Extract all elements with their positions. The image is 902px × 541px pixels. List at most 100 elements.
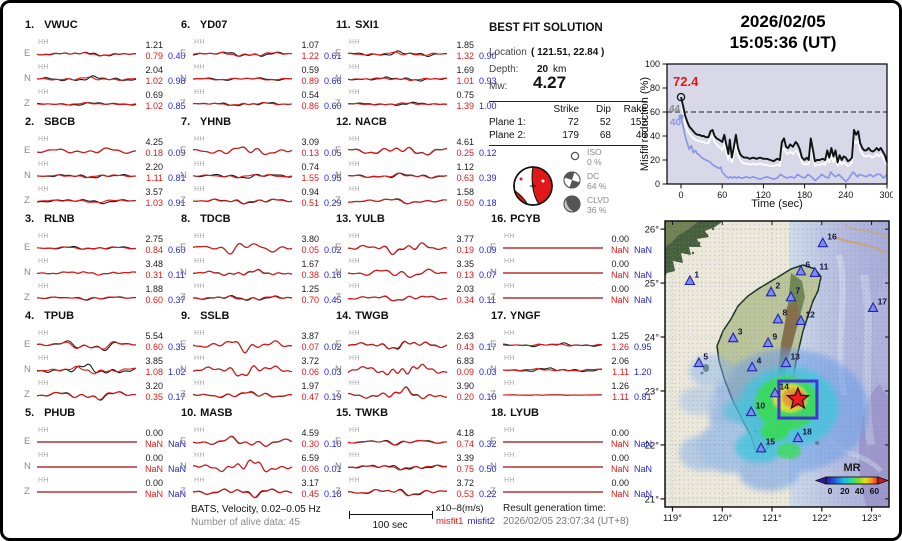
map-station-18: 18 (792, 426, 812, 443)
component-label: Z (24, 486, 30, 497)
misfit1-value: 0.06 (301, 366, 319, 377)
waveform-TDCB-E (193, 242, 293, 255)
misfit2-value: 0.02 (324, 341, 342, 352)
misfit2-value: 0.35 (168, 341, 186, 352)
channel-label: HH (349, 39, 360, 46)
channel-label: HH (504, 380, 515, 387)
best-fit-solution-panel: BEST FIT SOLUTION Location ( 121.51, 22.… (489, 17, 659, 223)
map-station-9: 9 (762, 331, 778, 348)
misfit1-value: 0.18 (145, 147, 163, 158)
trace-row-TWKB-Z: Z HH 3.72 0.53 0.22 (334, 477, 512, 504)
component-label: Z (490, 486, 496, 497)
misfit1-value: 0.43 (456, 341, 474, 352)
channel-label: HH (349, 283, 360, 290)
station-triangle-icon (817, 236, 829, 248)
station-triangle-icon (809, 266, 821, 277)
channel-label: HH (504, 427, 515, 434)
trace-row-YULB-N: N HH 3.35 0.13 0.07 (334, 258, 512, 285)
station-header: 10. MASB (181, 407, 233, 419)
station-block-YHNB: 7. YHNB E HH 3.09 0.13 0.05 N HH 0.74 1.55 0.95 Z HH… (179, 114, 357, 211)
misfit2-value: 0.29 (324, 197, 342, 208)
waveform-SBCB-Z (37, 199, 137, 205)
trace-row-PCYB-E: E HH 0.00 NaN NaN (489, 233, 667, 260)
bandpass-info: BATS, Velocity, 0.02–0.05 Hz (191, 504, 321, 515)
component-label: E (24, 242, 31, 253)
svg-text:20: 20 (650, 155, 660, 165)
waveform-SXI1-N (348, 76, 448, 82)
component-label: Z (180, 98, 186, 109)
obs-amplitude: 1.58 (456, 187, 474, 197)
trace-row-YNGF-E: E HH 1.25 1.26 0.95 (489, 330, 667, 357)
station-block-PCYB: 16. PCYB E HH 0.00 NaN NaN N HH 0.00 NaN NaN Z HH 0.0… (489, 211, 667, 308)
waveform-TDCB-N (193, 268, 293, 276)
misfit2-value: 0.66 (324, 75, 342, 86)
trace-row-LYUB-E: E HH 0.00 NaN NaN (489, 427, 667, 454)
svg-text:5: 5 (703, 351, 708, 361)
station-block-SBCB: 2. SBCB E HH 4.25 0.18 0.09 N HH 2.20 1.11 0.81 Z HH… (23, 114, 201, 211)
trace-row-LYUB-N: N HH 0.00 NaN NaN (489, 452, 667, 479)
station-block-TDCB: 8. TDCB E HH 3.80 0.05 0.02 N HH 1.67 0.38 0.16 Z HH… (179, 211, 357, 308)
component-label: E (180, 145, 187, 156)
map-frame (664, 220, 890, 508)
trace-row-VWUC-Z: Z HH 0.69 1.02 0.85 (23, 89, 201, 116)
misfit2-value: 0.91 (168, 197, 186, 208)
trace-row-SBCB-E: E HH 4.25 0.18 0.09 (23, 136, 201, 163)
svg-text:40: 40 (650, 131, 660, 141)
component-label: Z (335, 389, 341, 400)
channel-label: HH (38, 477, 49, 484)
component-label: Z (180, 292, 186, 303)
station-block-TPUB: 4. TPUB E HH 5.54 0.60 0.35 N HH 3.85 1.08 1.02 Z HH… (23, 308, 201, 405)
misfit2-value: 0.39 (479, 172, 497, 183)
map-station-6: 6 (795, 260, 810, 276)
misfit1-value: 0.60 (145, 341, 163, 352)
trace-row-LYUB-Z: Z HH 0.00 NaN NaN (489, 477, 667, 504)
station-block-YULB: 13. YULB E HH 3.77 0.19 0.09 N HH 3.35 0.13 0.07 Z H… (334, 211, 512, 308)
focal-mechanism-beachball (513, 166, 553, 206)
misfit1-value: 0.45 (301, 488, 319, 499)
solution-title: BEST FIT SOLUTION (489, 22, 603, 34)
svg-text:119°: 119° (663, 513, 682, 524)
station-triangle-icon (772, 313, 784, 324)
best-misfit-label: 72.4 (673, 74, 699, 89)
obs-amplitude: 0.00 (611, 234, 629, 244)
station-block-VWUC: 1. VWUC E HH 1.21 0.79 0.40 N HH 2.04 1.02 0.98 Z HH… (23, 17, 201, 114)
svg-text:21°: 21° (645, 494, 660, 505)
obs-amplitude: 4.18 (456, 428, 474, 438)
station-header: 18. LYUB (491, 407, 539, 419)
misfit1-value: NaN (610, 269, 629, 280)
svg-text:0: 0 (678, 190, 683, 200)
colorbar-label: MR (843, 462, 860, 474)
obs-amplitude: 1.25 (301, 284, 319, 294)
component-label: E (180, 339, 187, 350)
component-label: N (180, 461, 187, 472)
clvd-icon (563, 195, 581, 213)
svg-text:120°: 120° (712, 513, 732, 524)
component-label: N (180, 364, 187, 375)
svg-text:120: 120 (756, 190, 771, 200)
component-label: Z (490, 389, 496, 400)
obs-amplitude: 1.07 (301, 40, 319, 50)
trace-row-PCYB-N: N HH 0.00 NaN NaN (489, 258, 667, 285)
component-label: E (24, 339, 31, 350)
misfit1-value: 0.31 (145, 269, 163, 280)
component-label: E (24, 48, 31, 59)
misfit1-value: 0.89 (301, 75, 319, 86)
channel-label: HH (349, 136, 360, 143)
svg-text:122°: 122° (812, 513, 832, 524)
station-header: 8. TDCB (181, 213, 231, 225)
waveform-YULB-E (348, 242, 448, 256)
misfit2-value: 0.02 (324, 244, 342, 255)
trace-row-TWKB-E: E HH 4.18 0.74 0.32 (334, 427, 512, 454)
misfit1-value: 1.02 (145, 75, 163, 86)
misfit1-value: 0.06 (301, 463, 319, 474)
component-label: Z (180, 486, 186, 497)
misfit2-value: NaN (168, 463, 187, 474)
waveform-YHNB-E (193, 146, 293, 156)
low-misfit-label: 40 (670, 118, 682, 129)
channel-label: HH (194, 39, 205, 46)
svg-text:16: 16 (827, 232, 837, 242)
waveform-YULB-N (348, 268, 448, 279)
station-block-SSLB: 9. SSLB E HH 3.87 0.07 0.02 N HH 3.72 0.06 0.03 Z HH… (179, 308, 357, 405)
channel-label: HH (194, 233, 205, 240)
